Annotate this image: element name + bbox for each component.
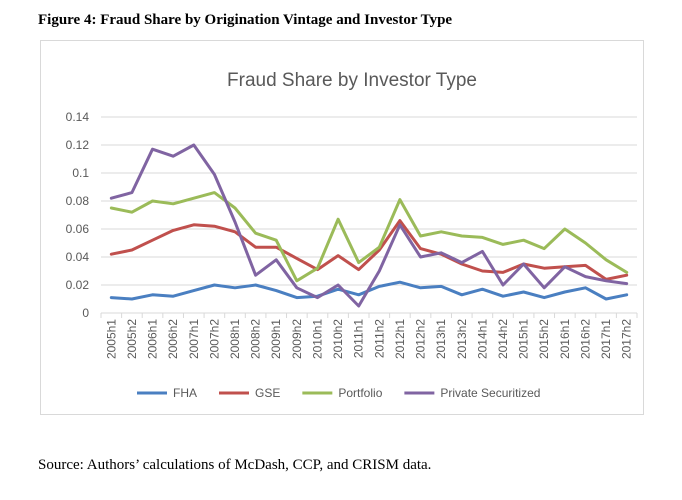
- x-tick-label: 2013h1: [434, 319, 448, 359]
- chart-area: Fraud Share by Investor Type 0 0.02 0.04 0.…: [40, 40, 644, 415]
- figure-caption: Figure 4: Fraud Share by Origination Vin…: [38, 12, 453, 28]
- x-tick-label: 2005h2: [125, 319, 139, 359]
- y-tick-label: 0: [82, 306, 89, 320]
- x-tick-label: 2007h1: [187, 319, 201, 359]
- x-tick-label: 2012h1: [393, 319, 407, 359]
- x-tick-label: 2017h2: [620, 319, 634, 359]
- y-tick-label: 0.04: [66, 250, 90, 264]
- x-tick-label: 2016h2: [578, 319, 592, 359]
- series-line-portfolio: [109, 191, 629, 283]
- x-tick-label: 2009h1: [269, 319, 283, 359]
- x-tick-label: 2012h2: [414, 319, 428, 359]
- legend-label: FHA: [173, 386, 197, 400]
- x-tick-label: 2015h1: [517, 319, 531, 359]
- chart-title: Fraud Share by Investor Type: [227, 70, 477, 91]
- x-tick-label: 2008h2: [249, 319, 263, 359]
- x-tick-label: 2013h2: [455, 319, 469, 359]
- legend-label: GSE: [255, 386, 280, 400]
- series-line-private-securitized: [109, 143, 629, 308]
- x-tick-label: 2014h1: [475, 319, 489, 359]
- x-tick-label: 2005h1: [104, 319, 118, 359]
- y-tick-label: 0.1: [72, 166, 89, 180]
- y-tick-label: 0.12: [66, 138, 90, 152]
- x-tick-label: 2015h2: [537, 319, 551, 359]
- y-tick-label: 0.02: [66, 278, 90, 292]
- x-tick-label: 2016h1: [558, 319, 572, 359]
- x-tick-label: 2010h1: [310, 319, 324, 359]
- x-tick-label: 2007h2: [207, 319, 221, 359]
- x-tick-label: 2011h1: [352, 319, 366, 358]
- y-tick-label: 0.08: [66, 194, 90, 208]
- legend-label: Portfolio: [338, 386, 382, 400]
- x-tick-label: 2014h2: [496, 319, 510, 359]
- x-tick-label: 2017h1: [599, 319, 613, 359]
- series-line-gse: [109, 219, 629, 281]
- legend-label: Private Securitized: [440, 386, 540, 400]
- x-tick-label: 2011h2: [372, 319, 386, 358]
- source-note: Source: Authors’ calculations of McDash,…: [38, 457, 432, 473]
- y-tick-label: 0.14: [66, 110, 90, 124]
- line-chart: Fraud Share by Investor Type 0 0.02 0.04 0.…: [66, 70, 638, 400]
- x-tick-label: 2009h2: [290, 319, 304, 359]
- x-tick-label: 2008h1: [228, 319, 242, 359]
- x-tick-label: 2006h2: [166, 319, 180, 359]
- x-tick-label: 2006h1: [146, 319, 160, 359]
- y-tick-label: 0.06: [66, 222, 90, 236]
- x-tick-label: 2010h2: [331, 319, 345, 359]
